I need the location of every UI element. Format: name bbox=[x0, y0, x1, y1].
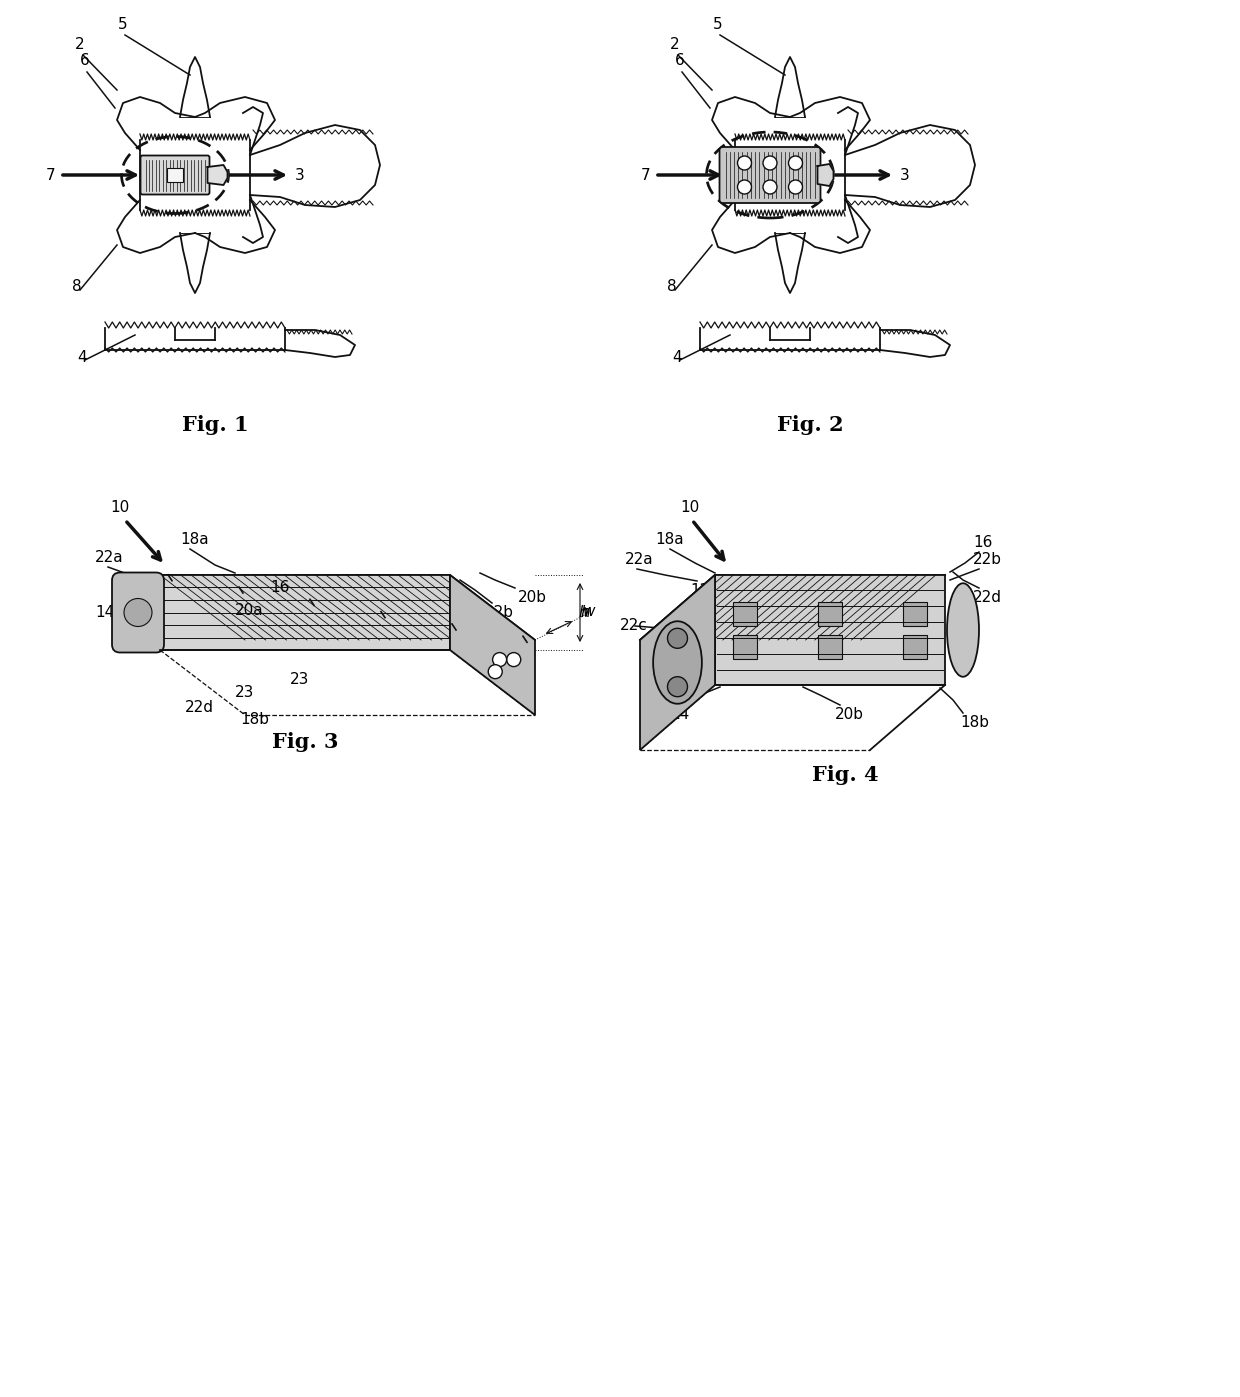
Text: 18b: 18b bbox=[241, 712, 269, 726]
Text: 12: 12 bbox=[689, 583, 709, 598]
Text: 22a: 22a bbox=[95, 550, 124, 564]
Bar bbox=[818, 634, 842, 658]
Circle shape bbox=[763, 180, 777, 194]
FancyBboxPatch shape bbox=[140, 155, 210, 194]
Text: h: h bbox=[580, 605, 590, 620]
Circle shape bbox=[667, 629, 687, 648]
FancyBboxPatch shape bbox=[112, 573, 164, 652]
Text: 6: 6 bbox=[81, 53, 89, 68]
Circle shape bbox=[492, 652, 507, 666]
Text: 22d: 22d bbox=[973, 590, 1002, 605]
Text: 14: 14 bbox=[95, 605, 115, 620]
Bar bbox=[818, 602, 842, 626]
Text: 20b: 20b bbox=[518, 590, 547, 605]
Text: 22b: 22b bbox=[973, 552, 1002, 567]
Text: 5: 5 bbox=[713, 17, 723, 32]
Text: 10: 10 bbox=[110, 500, 129, 515]
Text: 4: 4 bbox=[672, 351, 682, 365]
Text: 20b: 20b bbox=[835, 707, 864, 722]
Polygon shape bbox=[160, 576, 450, 650]
Circle shape bbox=[489, 665, 502, 679]
Text: 16: 16 bbox=[973, 535, 992, 550]
Circle shape bbox=[763, 156, 777, 170]
Text: 7: 7 bbox=[640, 168, 650, 183]
Ellipse shape bbox=[947, 584, 980, 676]
Bar bbox=[903, 602, 928, 626]
Text: h: h bbox=[578, 605, 588, 620]
Circle shape bbox=[667, 676, 687, 697]
Polygon shape bbox=[715, 576, 945, 685]
Text: 10: 10 bbox=[680, 500, 699, 515]
Circle shape bbox=[738, 180, 751, 194]
Bar bbox=[733, 634, 756, 658]
Text: 20a: 20a bbox=[236, 604, 264, 617]
Text: 22c: 22c bbox=[620, 617, 647, 633]
Text: Fig. 2: Fig. 2 bbox=[776, 415, 843, 434]
Bar bbox=[733, 602, 756, 626]
Text: Fig. 1: Fig. 1 bbox=[182, 415, 248, 434]
Text: 6: 6 bbox=[675, 53, 684, 68]
Text: 5: 5 bbox=[118, 17, 128, 32]
Ellipse shape bbox=[653, 622, 702, 704]
Bar bbox=[903, 634, 928, 658]
Text: 18a: 18a bbox=[655, 532, 683, 548]
Circle shape bbox=[507, 652, 521, 666]
Polygon shape bbox=[640, 576, 945, 640]
Text: 18b: 18b bbox=[960, 715, 990, 731]
Text: 16: 16 bbox=[270, 580, 289, 595]
Text: 4: 4 bbox=[77, 351, 87, 365]
Text: Fig. 4: Fig. 4 bbox=[812, 766, 878, 785]
Text: Fig. 3: Fig. 3 bbox=[272, 732, 339, 752]
Text: 22d: 22d bbox=[185, 700, 215, 715]
Text: 8: 8 bbox=[667, 279, 677, 293]
Circle shape bbox=[124, 598, 153, 626]
Polygon shape bbox=[817, 163, 833, 186]
Circle shape bbox=[738, 156, 751, 170]
Polygon shape bbox=[640, 576, 715, 750]
Text: 23: 23 bbox=[236, 685, 254, 700]
Text: 18a: 18a bbox=[180, 532, 208, 548]
Circle shape bbox=[789, 180, 802, 194]
Text: 8: 8 bbox=[72, 279, 82, 293]
Text: 14: 14 bbox=[670, 707, 689, 722]
Circle shape bbox=[789, 156, 802, 170]
Text: 7: 7 bbox=[46, 168, 55, 183]
Text: 3: 3 bbox=[900, 168, 910, 183]
Text: 23: 23 bbox=[290, 672, 309, 687]
Polygon shape bbox=[207, 165, 227, 184]
Bar bbox=[167, 168, 184, 182]
Polygon shape bbox=[450, 576, 534, 715]
Text: 22b: 22b bbox=[485, 605, 515, 620]
Text: 3: 3 bbox=[295, 168, 305, 183]
Text: 2: 2 bbox=[76, 36, 84, 52]
Text: w: w bbox=[583, 605, 595, 619]
Text: 2: 2 bbox=[670, 36, 680, 52]
FancyBboxPatch shape bbox=[719, 147, 821, 203]
Polygon shape bbox=[160, 576, 534, 640]
Text: 22a: 22a bbox=[625, 552, 653, 567]
